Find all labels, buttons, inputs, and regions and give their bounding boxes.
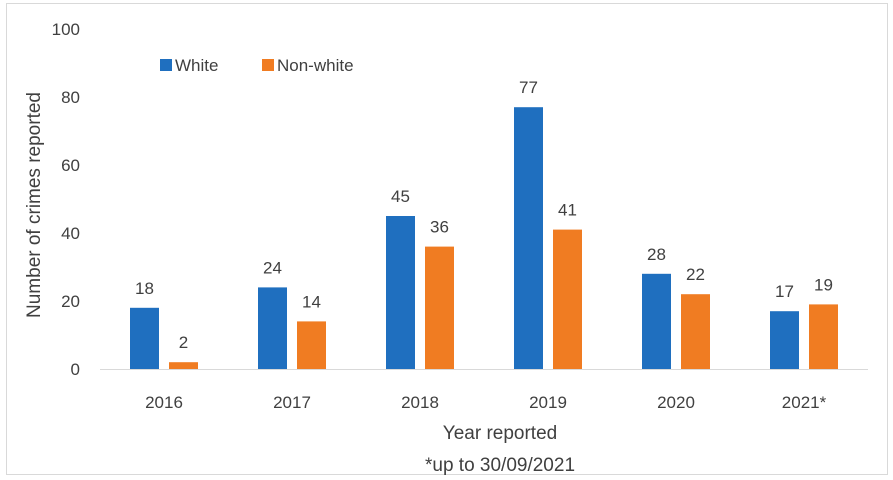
- y-tick-label: 60: [61, 156, 80, 175]
- data-label: 77: [519, 78, 538, 97]
- legend-swatch-white: [160, 59, 172, 71]
- bar-non-white-2018: [425, 246, 454, 369]
- data-label: 22: [686, 265, 705, 284]
- bar-white-2019: [514, 107, 543, 369]
- bar-white-2021: [770, 311, 799, 369]
- data-label: 41: [558, 201, 577, 220]
- chart-frame: [6, 3, 888, 475]
- y-axis-title: Number of crimes reported: [24, 92, 45, 318]
- legend-swatch-non-white: [262, 59, 274, 71]
- data-label: 2: [179, 333, 188, 352]
- data-label: 28: [647, 245, 666, 264]
- legend-label-non-white: Non-white: [277, 56, 354, 75]
- x-tick-label: 2017: [273, 393, 311, 412]
- x-tick-label: 2020: [657, 393, 695, 412]
- bar-non-white-2019: [553, 229, 582, 369]
- bar-white-2017: [258, 287, 287, 369]
- data-label: 36: [430, 218, 449, 237]
- bar-white-2020: [642, 273, 671, 369]
- data-label: 18: [135, 279, 154, 298]
- data-label: 14: [302, 292, 321, 311]
- y-tick-label: 20: [61, 292, 80, 311]
- bar-non-white-2021: [809, 304, 838, 369]
- x-axis-ticks: 2016 2017 2018 2019 2020 2021*: [145, 393, 827, 412]
- y-axis-ticks: 0 20 40 60 80 100: [52, 20, 80, 379]
- x-axis-title: Year reported: [443, 423, 557, 444]
- x-tick-label: 2019: [529, 393, 567, 412]
- y-tick-label: 80: [61, 88, 80, 107]
- bar-non-white-2017: [297, 321, 326, 369]
- x-tick-label: 2016: [145, 393, 183, 412]
- legend: White Non-white: [160, 56, 354, 75]
- x-tick-label: 2018: [401, 393, 439, 412]
- x-axis-note: *up to 30/09/2021: [425, 455, 575, 476]
- legend-label-white: White: [175, 56, 218, 75]
- bars: 18 2 24 14 45 36 77 41 28 22 17 19: [130, 78, 838, 369]
- bar-non-white-2016: [169, 362, 198, 369]
- y-tick-label: 40: [61, 224, 80, 243]
- bar-non-white-2020: [681, 294, 710, 369]
- data-label: 17: [775, 282, 794, 301]
- data-label: 45: [391, 187, 410, 206]
- bar-white-2016: [130, 307, 159, 369]
- bar-white-2018: [386, 216, 415, 369]
- x-tick-label: 2021*: [782, 393, 827, 412]
- data-label: 19: [814, 275, 833, 294]
- data-label: 24: [263, 258, 282, 277]
- y-tick-label: 100: [52, 20, 80, 39]
- y-tick-label: 0: [71, 360, 80, 379]
